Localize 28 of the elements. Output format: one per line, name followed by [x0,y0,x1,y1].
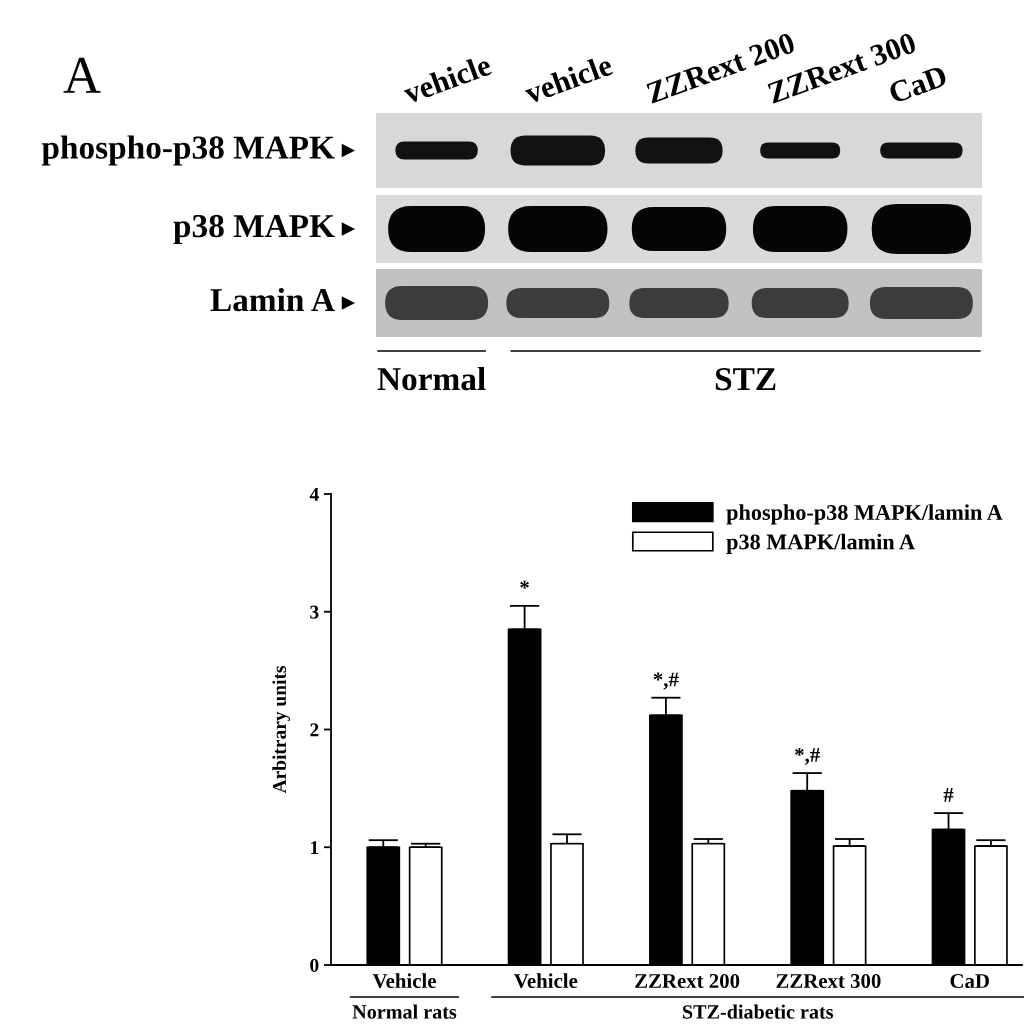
category-label: vehicle [522,53,614,105]
y-tick-label: 0 [310,958,319,972]
category-label: CaD [887,65,948,104]
x-tick-label: ZZRext 300 [776,973,881,988]
text: Normal [377,366,486,391]
annotation: * [520,580,529,589]
legend-label: p38 MAPK/lamin A [726,533,915,554]
category-label: vehicle [401,53,493,105]
y-tick-label: 3 [310,605,319,619]
y-axis-title: Arbitrary units [272,665,291,794]
x-tick-label: ZZRext 200 [635,973,740,988]
y-tick-label: 1 [311,841,319,854]
annotation: *,# [795,747,820,765]
text: p38 MAPK [173,214,335,245]
annotation: # [943,788,954,802]
y-tick-label: 2 [310,723,319,737]
y-tick-label: 4 [309,487,319,501]
annotation: *,# [653,672,679,690]
text: A [63,57,101,93]
x-tick-label: Vehicle [514,973,578,989]
text: phospho-p38 MAPK [41,135,335,166]
x-tick-label: CaD [950,973,989,988]
text: STZ [715,367,776,391]
text: Normal rats [352,1004,457,1019]
legend-label: phospho-p38 MAPK/lamin A [726,504,1003,525]
text: STZ-diabetic rats [683,1004,834,1019]
text: Lamin A [210,287,335,312]
x-tick-label: Vehicle [372,973,436,989]
